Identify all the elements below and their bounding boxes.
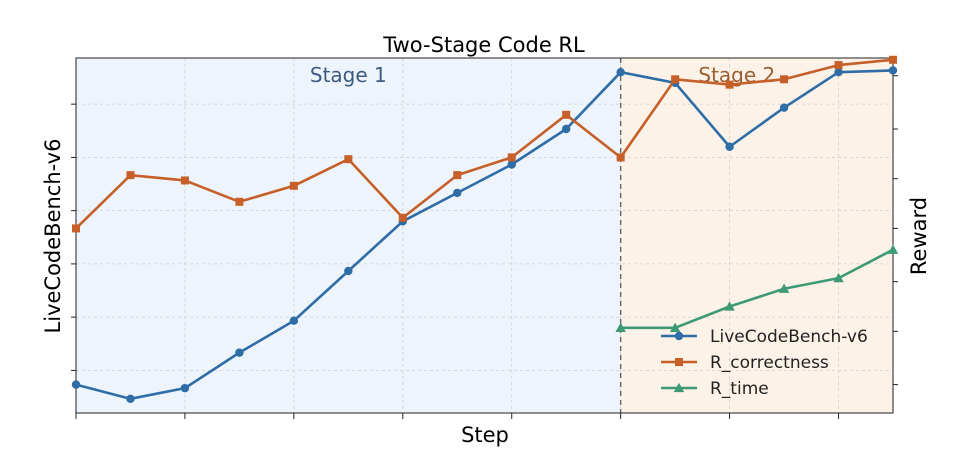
data-point-r-correctness — [889, 55, 897, 64]
data-point-livecodebench-v6 — [453, 188, 462, 198]
data-point-r-time — [669, 322, 681, 332]
x-axis-label: Step — [461, 423, 509, 447]
series-r-correctness — [72, 55, 897, 233]
ticks — [71, 75, 898, 419]
data-point-livecodebench-v6 — [180, 383, 190, 393]
data-point-livecodebench-v6 — [888, 66, 898, 75]
data-point-livecodebench-v6 — [235, 348, 244, 357]
plot-frame — [75, 57, 894, 414]
data-point-r-correctness — [725, 80, 734, 89]
y-axis-label-left: LiveCodeBench-v6 — [41, 139, 65, 334]
data-point-r-correctness — [344, 155, 353, 164]
data-point-livecodebench-v6 — [779, 103, 789, 112]
data-point-r-time — [887, 244, 899, 254]
series-r-time — [615, 244, 899, 332]
data-point-r-correctness — [72, 224, 80, 233]
data-point-livecodebench-v6 — [725, 142, 734, 151]
data-point-r-correctness — [780, 75, 789, 84]
data-point-r-correctness — [507, 153, 516, 162]
data-point-r-time — [615, 322, 626, 332]
data-point-r-time — [833, 272, 844, 283]
data-point-livecodebench-v6 — [507, 160, 516, 169]
legend-label: LiveCodeBench-v6 — [710, 327, 868, 347]
data-point-r-time — [778, 283, 790, 293]
data-point-livecodebench-v6 — [126, 394, 135, 403]
series-line-r-correctness — [74, 58, 895, 230]
series-layer — [71, 55, 899, 403]
data-point-livecodebench-v6 — [562, 124, 571, 134]
legend-swatch-marker — [673, 382, 685, 393]
series-livecodebench-v6 — [71, 66, 898, 403]
legend-label: R_correctness — [710, 353, 829, 373]
data-point-livecodebench-v6 — [344, 266, 353, 276]
data-point-livecodebench-v6 — [71, 380, 81, 389]
data-point-r-correctness — [671, 75, 680, 84]
stage-label-1: Stage 1 — [310, 63, 387, 87]
stage-region-1 — [76, 58, 621, 413]
legend-item-livecodebench-v6: LiveCodeBench-v6 — [661, 327, 868, 347]
legend-item-r-time: R_time — [661, 379, 769, 399]
data-point-r-correctness — [235, 197, 244, 206]
chart-title: Two-Stage Code RL — [382, 33, 585, 57]
legend-swatch-marker — [675, 358, 683, 366]
data-point-r-correctness — [453, 171, 462, 180]
data-point-r-correctness — [562, 110, 571, 119]
legend-label: R_time — [710, 379, 769, 399]
data-point-r-correctness — [616, 153, 625, 162]
data-point-r-correctness — [126, 171, 135, 180]
y-axis-label-right: Reward — [907, 197, 931, 275]
data-point-r-correctness — [289, 181, 298, 190]
data-point-r-correctness — [180, 176, 189, 185]
stage-region-2 — [620, 58, 893, 413]
legend-item-r-correctness: R_correctness — [661, 353, 829, 373]
data-point-r-time — [724, 301, 735, 311]
data-point-r-correctness — [398, 213, 407, 222]
data-point-livecodebench-v6 — [616, 68, 625, 77]
stage-backgrounds — [76, 58, 893, 413]
legend: LiveCodeBench-v6 R_correctness R_time — [661, 327, 868, 399]
data-point-r-correctness — [834, 61, 843, 70]
legend-swatch-marker — [674, 331, 684, 341]
data-point-livecodebench-v6 — [289, 316, 299, 325]
series-line-r-time — [619, 248, 895, 330]
data-point-livecodebench-v6 — [834, 68, 843, 77]
series-line-livecodebench-v6 — [74, 69, 895, 401]
